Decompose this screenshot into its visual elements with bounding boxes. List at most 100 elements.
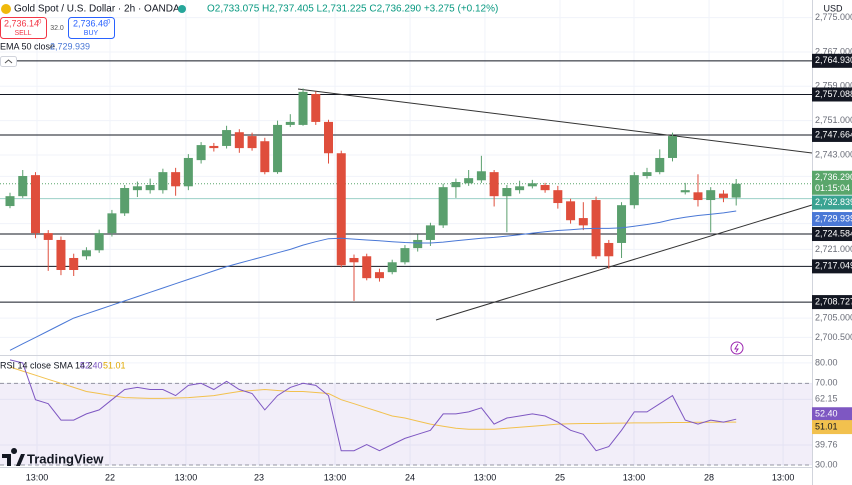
y-tick-label: 2,700.500 bbox=[815, 332, 852, 342]
rsi-value-label: 51.01 bbox=[815, 421, 838, 431]
candle-body bbox=[94, 233, 104, 251]
candle-body bbox=[387, 262, 397, 273]
level-label: 2,708.727 bbox=[815, 296, 852, 306]
price-axis: 2,775.000 2,767.000 2,759.000 2,751.000 2,74… bbox=[812, 12, 852, 469]
candle-body bbox=[578, 218, 588, 226]
countdown-label: 01:15:04 bbox=[815, 183, 850, 193]
buy-label[interactable]: BUY bbox=[84, 30, 99, 37]
x-tick-label: 13:00 bbox=[26, 472, 49, 482]
rsi-value-label-box bbox=[812, 420, 852, 435]
level-label: 2,764.930 bbox=[815, 55, 852, 65]
ema-label: 2,729.939 bbox=[815, 213, 852, 223]
trendline bbox=[435, 204, 813, 321]
candle-body bbox=[247, 136, 257, 149]
levels bbox=[0, 60, 812, 303]
logo-text: TradingView bbox=[27, 451, 104, 466]
candle-body bbox=[476, 171, 486, 181]
sell-price-sup[interactable]: 0 bbox=[38, 20, 42, 26]
candle-body bbox=[604, 242, 614, 257]
candle-body bbox=[642, 172, 652, 176]
candle-body bbox=[451, 182, 461, 188]
level-label-box bbox=[812, 53, 852, 68]
marker-label: 2,732.839 bbox=[815, 197, 852, 207]
last-price-label: 2,736.290 bbox=[815, 172, 852, 182]
candle-body bbox=[527, 183, 537, 187]
y-tick-label: 70.00 bbox=[815, 378, 838, 388]
y-tick-label: 2,775.000 bbox=[815, 12, 852, 22]
sell-price[interactable]: 2,736.14 bbox=[4, 18, 39, 28]
candle-body bbox=[158, 172, 168, 191]
ema-label-box bbox=[812, 212, 852, 227]
ohlc: O2,733.075 H2,737.405 L2,731.225 C2,736.… bbox=[207, 4, 498, 15]
candle-body bbox=[298, 91, 308, 125]
candle-body bbox=[553, 190, 563, 204]
level-label: 2,724.584 bbox=[815, 228, 852, 238]
buy-price-sup[interactable]: 0 bbox=[107, 20, 111, 26]
ema-legend: EMA 50 close bbox=[0, 41, 55, 51]
logo-mark bbox=[2, 448, 25, 466]
level-label: 2,757.088 bbox=[815, 89, 852, 99]
buy-button[interactable]: 2,736.46 0 BUY bbox=[68, 17, 115, 39]
symbol-icon bbox=[1, 4, 11, 14]
time-axis: 13:00 22 13:00 23 13:00 24 13:00 25 13:00 28 13:00 bbox=[26, 472, 795, 482]
candle-body bbox=[489, 172, 499, 197]
x-tick-label: 13:00 bbox=[175, 472, 198, 482]
x-tick-label: 28 bbox=[704, 472, 714, 482]
candle-body bbox=[502, 188, 512, 197]
currency: USD bbox=[823, 3, 843, 13]
level-label: 2,747.664 bbox=[815, 129, 852, 139]
logo: TradingView bbox=[2, 448, 104, 466]
candle-body bbox=[5, 196, 15, 207]
event-icon[interactable] bbox=[730, 341, 744, 355]
y-tick-label: 80.00 bbox=[815, 357, 838, 367]
candle-body bbox=[107, 213, 117, 234]
candle-body bbox=[132, 186, 142, 191]
candle-body bbox=[362, 256, 372, 279]
candle-body bbox=[196, 145, 206, 161]
level-label-box bbox=[812, 295, 852, 310]
candle-body bbox=[222, 130, 232, 146]
ema-legend-value: 2,729.939 bbox=[50, 41, 90, 51]
candle-body bbox=[667, 136, 677, 158]
sell-label[interactable]: SELL bbox=[14, 30, 31, 37]
level-label-box bbox=[812, 227, 852, 242]
candle-body bbox=[706, 190, 716, 201]
rsi-sma-legend-value: 51.01 bbox=[103, 360, 126, 370]
candle-body bbox=[731, 183, 741, 198]
candle-body bbox=[336, 153, 346, 266]
candle-body bbox=[311, 94, 321, 122]
candle-body bbox=[464, 178, 474, 184]
event-bolt bbox=[734, 343, 739, 353]
candle-body bbox=[234, 132, 244, 149]
candle-body bbox=[30, 175, 40, 234]
candle-body bbox=[324, 121, 334, 154]
candle-body bbox=[655, 157, 665, 173]
rsi-value-label-box bbox=[812, 407, 852, 422]
level-label-box bbox=[812, 259, 852, 274]
candle-body bbox=[540, 185, 550, 191]
y-tick-label: 30.00 bbox=[815, 459, 838, 469]
x-tick-label: 22 bbox=[105, 472, 115, 482]
candle-body bbox=[515, 186, 525, 191]
header: Gold Spot / U.S. Dollar · 2h · OANDA O2,… bbox=[0, 3, 843, 370]
candle-body bbox=[438, 187, 448, 226]
trendline bbox=[297, 88, 813, 154]
candle-body bbox=[56, 239, 66, 271]
buy-box[interactable] bbox=[68, 17, 115, 39]
candle-body bbox=[629, 175, 639, 206]
candle-body bbox=[425, 225, 435, 240]
last-price-box bbox=[812, 170, 852, 195]
candle-body bbox=[69, 257, 79, 271]
rsi-value-label: 52.40 bbox=[815, 409, 838, 419]
rsi-band bbox=[0, 383, 812, 465]
x-tick-label: 13:00 bbox=[772, 472, 795, 482]
collapse-button[interactable] bbox=[0, 56, 17, 67]
buy-price[interactable]: 2,736.46 bbox=[73, 18, 108, 28]
rsi-legend: RSI 14 close SMA 14 2 bbox=[0, 360, 93, 370]
x-tick-label: 24 bbox=[405, 472, 415, 482]
candle-body bbox=[400, 248, 410, 263]
y-tick-label: 2,751.000 bbox=[815, 115, 852, 125]
sell-box[interactable] bbox=[0, 17, 47, 39]
sell-button[interactable]: 2,736.14 0 SELL bbox=[0, 17, 47, 39]
